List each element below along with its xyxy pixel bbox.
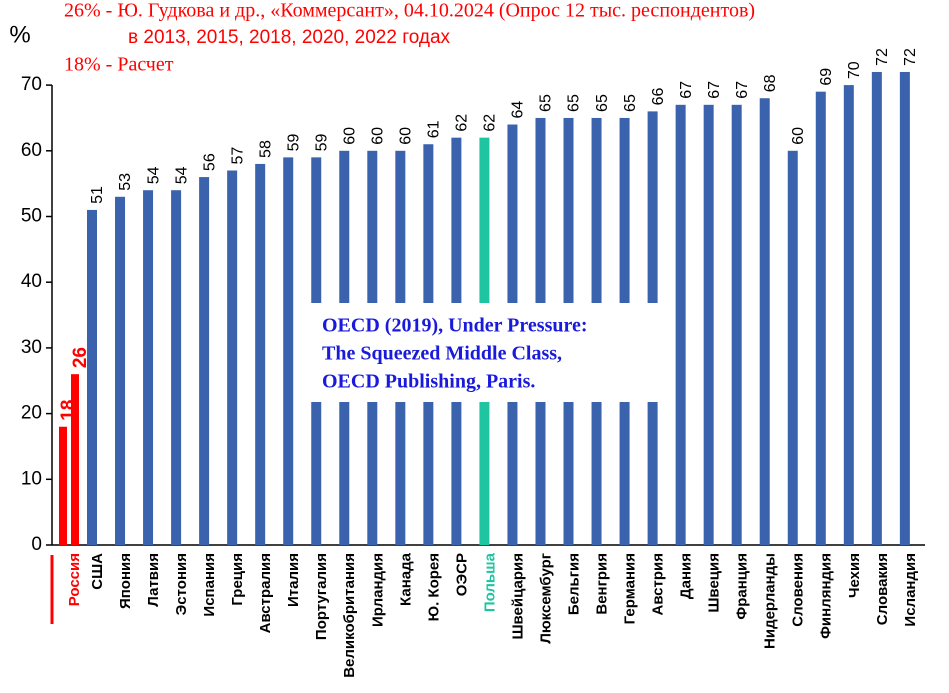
annotation: 18% - Расчет — [64, 54, 174, 76]
value-label: 65 — [538, 94, 555, 112]
x-tick-label: Испания — [201, 553, 218, 617]
value-label: 60 — [398, 127, 415, 145]
bar — [815, 91, 826, 546]
source-text: OECD (2019), Under Pressure: — [322, 315, 588, 337]
value-label: 59 — [285, 133, 302, 151]
value-label: 51 — [89, 186, 106, 204]
bar — [71, 374, 79, 545]
bar — [255, 163, 266, 545]
value-label: 60 — [341, 127, 358, 145]
x-tick-label: Исландия — [902, 553, 919, 627]
annotation: 26% - Ю. Гудкова и др., «Коммерсант», 04… — [64, 0, 755, 22]
x-tick-label: Ю. Корея — [425, 553, 442, 621]
x-tick-label: Польша — [481, 552, 498, 612]
value-label: 56 — [201, 153, 218, 171]
y-tick-label: 0 — [31, 534, 42, 555]
y-tick-label: 20 — [21, 403, 42, 424]
x-tick-label: Великобритания — [341, 553, 358, 678]
x-tick-label: Италия — [285, 553, 302, 607]
source-text: OECD Publishing, Paris. — [322, 371, 535, 393]
x-tick-label: Австралия — [257, 553, 274, 633]
bar — [843, 85, 854, 545]
value-label: 61 — [426, 120, 443, 138]
x-tick-label: Словакия — [874, 553, 891, 625]
y-tick-label: 70 — [21, 74, 42, 95]
bar — [787, 150, 798, 546]
value-label: 65 — [566, 94, 583, 112]
x-tick-label: Финляндия — [818, 553, 835, 639]
x-tick-label: Дания — [678, 553, 695, 599]
value-label: 60 — [790, 127, 807, 145]
bar — [759, 98, 770, 546]
x-tick-label: Швейцария — [509, 553, 526, 640]
x-tick-label: Канада — [397, 552, 414, 606]
bar — [675, 104, 686, 545]
x-tick-label: Венгрия — [594, 553, 611, 615]
bar — [143, 190, 154, 545]
value-label: 70 — [846, 61, 863, 79]
value-label: 65 — [622, 94, 639, 112]
value-label: 58 — [257, 140, 274, 158]
value-label: 72 — [874, 48, 891, 66]
annotation: в 2013, 2015, 2018, 2020, 2022 годах — [128, 27, 451, 48]
x-tick-label: Эстония — [173, 553, 190, 615]
value-label: 62 — [454, 114, 471, 132]
value-label: 72 — [902, 48, 919, 66]
value-label: 54 — [145, 166, 162, 184]
y-tick-label: 60 — [21, 140, 42, 161]
value-label: 60 — [370, 127, 387, 145]
value-label: 67 — [734, 81, 751, 99]
value-label: 64 — [510, 101, 527, 119]
bar — [703, 104, 714, 545]
x-tick-label: Латвия — [145, 553, 162, 607]
bar — [59, 426, 67, 545]
y-axis-label: % — [9, 21, 30, 48]
bar — [199, 177, 210, 545]
x-tick-label: Люксембург — [537, 553, 554, 644]
y-tick-label: 10 — [21, 468, 42, 489]
value-label: 53 — [117, 173, 134, 191]
value-label: 66 — [650, 87, 667, 105]
bar — [171, 190, 182, 545]
value-label: 57 — [229, 147, 246, 165]
x-tick-label: Чехия — [846, 553, 863, 598]
value-label: 54 — [173, 166, 190, 184]
x-tick-label: Нидерланды — [762, 553, 779, 649]
bar — [87, 209, 97, 545]
x-tick-label: Швеция — [706, 553, 723, 613]
bar — [227, 170, 238, 545]
x-tick-label: Словения — [790, 553, 807, 627]
bar — [115, 196, 126, 546]
bar — [283, 157, 294, 545]
y-tick-label: 30 — [21, 337, 42, 358]
value-label: 59 — [313, 133, 330, 151]
value-label: 69 — [818, 68, 835, 86]
x-tick-label: ОЭСР — [453, 553, 470, 596]
x-tick-label: Россия — [66, 553, 83, 606]
x-tick-label: Япония — [117, 553, 134, 609]
value-label: 26 — [70, 347, 91, 368]
bar — [871, 71, 882, 546]
bar — [731, 104, 742, 545]
x-tick-label: Австрия — [650, 553, 667, 616]
value-label: 65 — [594, 94, 611, 112]
x-tick-label: США — [89, 553, 106, 590]
x-tick-label: Португалия — [313, 553, 330, 640]
x-tick-label: Ирландия — [369, 553, 386, 627]
y-tick-label: 40 — [21, 271, 42, 292]
value-label: 67 — [678, 81, 695, 99]
value-label: 68 — [762, 74, 779, 92]
source-text: The Squeezed Middle Class, — [322, 343, 562, 365]
y-tick-label: 50 — [21, 206, 42, 227]
bar — [899, 71, 910, 546]
x-tick-label: Франция — [734, 553, 751, 620]
x-tick-label: Бельгия — [565, 553, 582, 615]
x-tick-label: Греция — [229, 553, 246, 606]
x-tick-label: Германия — [622, 553, 639, 624]
source-box — [305, 303, 665, 402]
value-label: 62 — [482, 114, 499, 132]
value-label: 67 — [706, 81, 723, 99]
